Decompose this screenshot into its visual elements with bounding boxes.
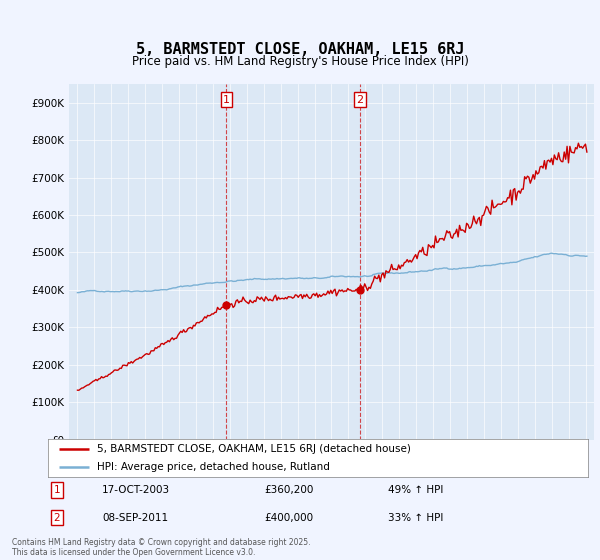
Text: 33% ↑ HPI: 33% ↑ HPI xyxy=(388,512,443,522)
Text: £400,000: £400,000 xyxy=(264,512,313,522)
Text: 49% ↑ HPI: 49% ↑ HPI xyxy=(388,485,443,495)
Text: 2: 2 xyxy=(356,95,364,105)
Text: 1: 1 xyxy=(223,95,230,105)
Text: Price paid vs. HM Land Registry's House Price Index (HPI): Price paid vs. HM Land Registry's House … xyxy=(131,55,469,68)
Text: 2: 2 xyxy=(53,512,60,522)
Text: £360,200: £360,200 xyxy=(264,485,313,495)
Text: 5, BARMSTEDT CLOSE, OAKHAM, LE15 6RJ (detached house): 5, BARMSTEDT CLOSE, OAKHAM, LE15 6RJ (de… xyxy=(97,444,410,454)
Text: 5, BARMSTEDT CLOSE, OAKHAM, LE15 6RJ: 5, BARMSTEDT CLOSE, OAKHAM, LE15 6RJ xyxy=(136,42,464,57)
Text: 1: 1 xyxy=(53,485,60,495)
Text: 08-SEP-2011: 08-SEP-2011 xyxy=(102,512,168,522)
Text: HPI: Average price, detached house, Rutland: HPI: Average price, detached house, Rutl… xyxy=(97,462,329,472)
Text: Contains HM Land Registry data © Crown copyright and database right 2025.
This d: Contains HM Land Registry data © Crown c… xyxy=(12,538,311,557)
Text: 17-OCT-2003: 17-OCT-2003 xyxy=(102,485,170,495)
